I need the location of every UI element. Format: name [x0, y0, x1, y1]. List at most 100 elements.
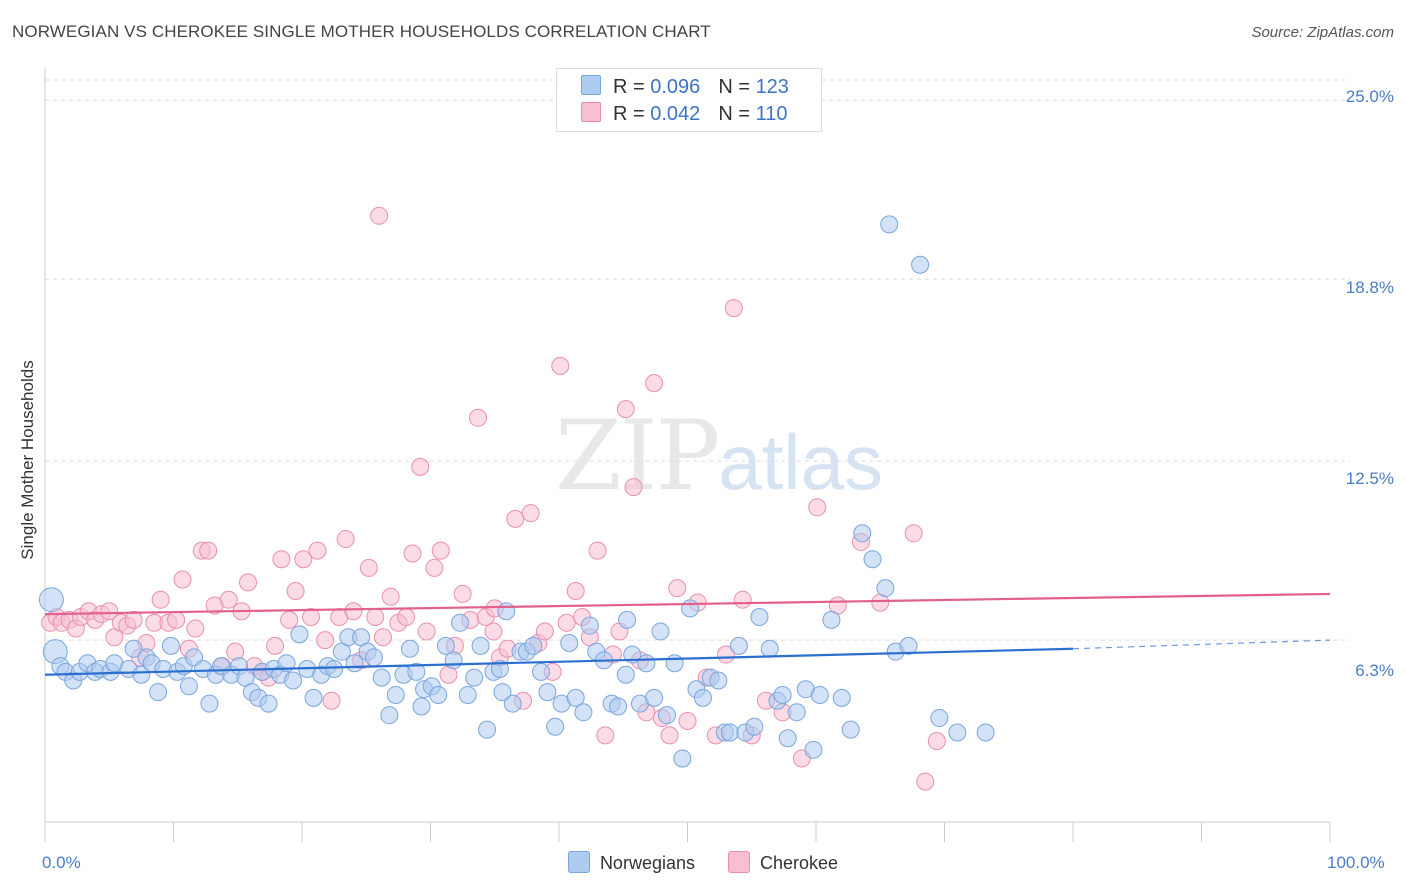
- norwegians-legend-swatch: [567, 851, 590, 873]
- norwegians-point: [822, 610, 841, 629]
- cherokee-point: [678, 711, 697, 730]
- cherokee-point: [521, 504, 540, 523]
- y-tick-label: 18.8%: [1345, 278, 1394, 297]
- cherokee-point: [266, 636, 285, 655]
- cherokee-point: [366, 608, 385, 627]
- cherokee-point: [417, 622, 436, 641]
- cherokee-point: [551, 356, 570, 375]
- norwegians-point: [948, 723, 967, 742]
- norwegians-point: [290, 625, 309, 644]
- cherokee-point: [616, 400, 635, 419]
- cherokee-trend-line: [44, 592, 1331, 616]
- cherokee-point: [411, 457, 430, 476]
- norwegians-point: [471, 636, 490, 655]
- norwegians-point: [787, 703, 806, 722]
- cherokee-point: [397, 608, 416, 627]
- norwegians-point: [259, 694, 278, 713]
- cherokee-point: [100, 602, 119, 621]
- cherokee-point: [557, 613, 576, 632]
- legend-r-value: 0.096: [650, 76, 701, 98]
- norwegians-point: [976, 723, 995, 742]
- x-tick-label-min: 0.0%: [42, 853, 81, 872]
- legend-n-label: N =: [718, 76, 756, 98]
- norwegians-point: [179, 677, 198, 696]
- legend-row-norwegians: R = 0.096 N = 123: [581, 75, 789, 99]
- norwegians-point: [429, 685, 448, 704]
- norwegians-point: [810, 685, 829, 704]
- norwegians-point: [38, 587, 64, 613]
- legend-n-label: N =: [718, 103, 756, 125]
- norwegians-point: [451, 613, 470, 632]
- cherokee-point: [535, 622, 554, 641]
- norwegians-point: [720, 723, 739, 742]
- norwegians-point: [546, 717, 565, 736]
- cherokee-point: [808, 498, 827, 517]
- norwegians-point: [637, 654, 656, 673]
- cherokee-point: [660, 726, 679, 745]
- norwegians-point: [372, 668, 391, 687]
- legend-r-label: R =: [613, 103, 651, 125]
- cherokee-point: [717, 645, 736, 664]
- cherokee-point: [167, 610, 186, 629]
- norwegians-point: [284, 671, 303, 690]
- cherokee-point: [431, 541, 450, 560]
- norwegians-point: [436, 636, 455, 655]
- cherokee-point: [596, 726, 615, 745]
- cherokee-point: [624, 478, 643, 497]
- legend-item-cherokee[interactable]: Cherokee: [728, 851, 838, 874]
- norwegians-point: [532, 662, 551, 681]
- norwegians-point: [458, 685, 477, 704]
- cherokee-point: [344, 602, 363, 621]
- norwegians-point: [386, 685, 405, 704]
- norwegians-point: [930, 709, 949, 728]
- norwegians-point: [407, 662, 426, 681]
- cherokee-point: [294, 550, 313, 569]
- norwegians-point: [618, 610, 637, 629]
- norwegians-point: [490, 659, 509, 678]
- legend-label-cherokee: Cherokee: [760, 853, 839, 873]
- cherokee-point: [425, 558, 444, 577]
- cherokee-point: [484, 622, 503, 641]
- legend-item-norwegians[interactable]: Norwegians: [567, 851, 695, 874]
- cherokee-point: [373, 628, 392, 647]
- norwegians-point: [503, 694, 522, 713]
- legend-label-norwegians: Norwegians: [599, 853, 695, 873]
- cherokee-point: [151, 590, 170, 609]
- norwegians-point: [832, 688, 851, 707]
- norwegians-point: [853, 524, 872, 543]
- norwegians-point: [616, 665, 635, 684]
- legend-row-cherokee: R = 0.042 N = 110: [581, 102, 787, 126]
- norwegians-trend-line: [44, 647, 1074, 676]
- norwegians-point: [729, 636, 748, 655]
- cherokee-point: [453, 584, 472, 603]
- legend-n-value: 110: [755, 103, 788, 125]
- norwegians-point: [899, 636, 918, 655]
- cherokee-point: [506, 509, 525, 528]
- norwegians-point: [645, 688, 664, 707]
- watermark-atlas: atlas: [718, 418, 883, 506]
- norwegians-point: [478, 720, 497, 739]
- cherokee-point: [668, 579, 687, 598]
- cherokee-point: [359, 558, 378, 577]
- cherokee-point: [403, 544, 422, 563]
- cherokee-point: [308, 541, 327, 560]
- cherokee-point: [219, 590, 238, 609]
- norwegians-point: [773, 685, 792, 704]
- y-tick-label: 12.5%: [1345, 469, 1394, 488]
- norwegians-point: [750, 608, 769, 627]
- correlation-legend: R = 0.096 N = 123 R = 0.042 N = 110: [556, 68, 822, 132]
- norwegians-point: [325, 659, 344, 678]
- norwegians-point: [841, 720, 860, 739]
- norwegians-point: [580, 616, 599, 635]
- norwegians-point: [560, 633, 579, 652]
- norwegians-point: [400, 639, 419, 658]
- norwegians-trend-extension: [1072, 639, 1331, 650]
- cherokee-point: [186, 619, 205, 638]
- norwegians-point: [693, 688, 712, 707]
- y-tick-label: 6.3%: [1355, 661, 1394, 680]
- cherokee-point: [566, 582, 585, 601]
- cherokee-point: [301, 608, 320, 627]
- cherokee-point: [272, 550, 291, 569]
- cherokee-point: [588, 541, 607, 560]
